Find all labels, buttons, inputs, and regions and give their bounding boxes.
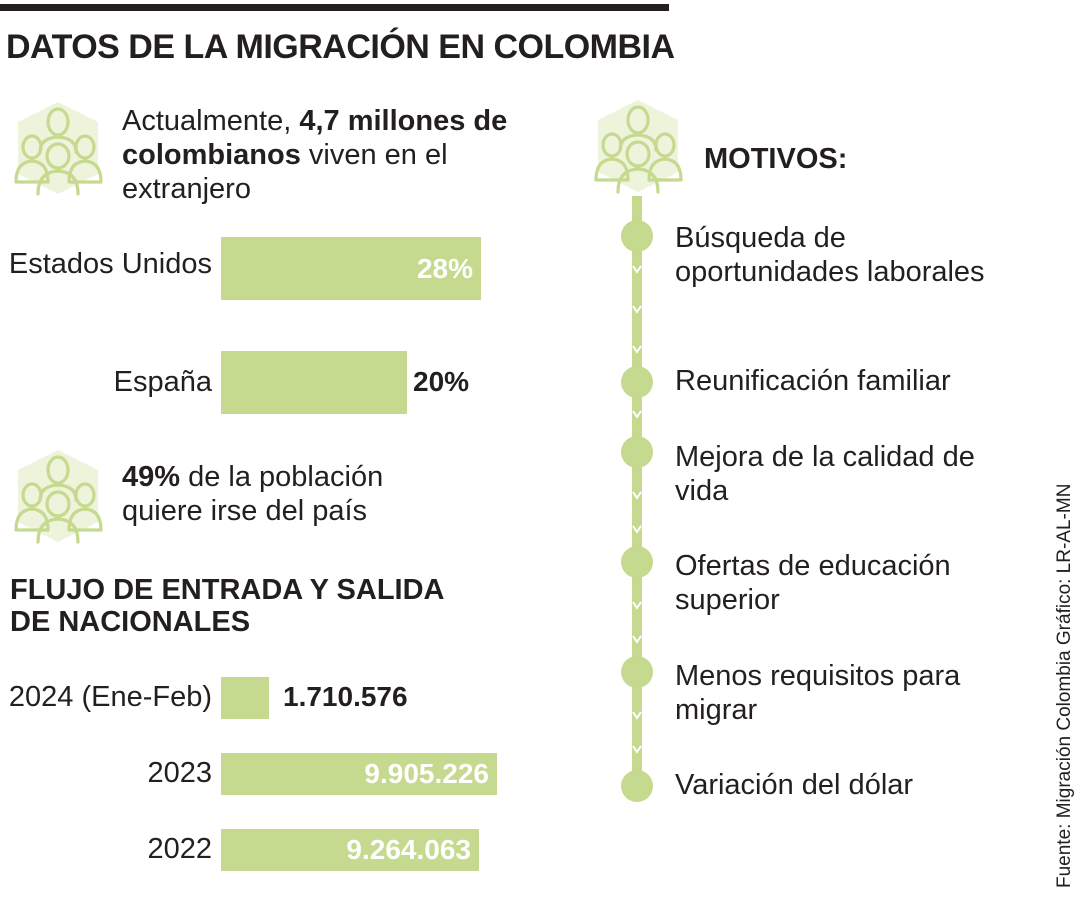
people-icon: [14, 102, 103, 196]
motivo-item-3: Ofertas de educación superior: [675, 550, 951, 616]
stat-living-abroad: Actualmente, 4,7 millones de colombianos…: [122, 105, 508, 205]
motivos-timeline: [621, 196, 653, 802]
motivo-item-0: Búsqueda de oportunidades laborales: [675, 222, 985, 288]
timeline-dot: [621, 770, 653, 802]
people-icon: [594, 100, 683, 194]
timeline-dot: [621, 366, 653, 398]
country-value-0: 28%: [416, 253, 473, 284]
stat-want-leave: 49% de la población quiere irse del país: [122, 461, 384, 527]
country-label-0: Estados Unidos: [8, 248, 212, 280]
flow-label-1: 2023: [147, 757, 212, 789]
flow-value-1: 9.905.226: [364, 758, 489, 789]
country-label-1: España: [113, 366, 212, 398]
flow-bar-2: 9.264.063: [221, 829, 479, 871]
country-bar-1: [221, 351, 407, 414]
timeline-dot: [621, 656, 653, 688]
motivo-item-2: Mejora de la calidad de vida: [675, 441, 975, 507]
page-title: DATOS DE LA MIGRACIÓN EN COLOMBIA: [6, 28, 675, 66]
flow-value-2: 9.264.063: [346, 834, 471, 865]
flow-label-2: 2022: [147, 833, 212, 865]
motivo-item-1: Reunificación familiar: [675, 365, 951, 397]
flow-bar-0: [221, 677, 269, 719]
timeline-line: [632, 196, 642, 788]
country-value-1: 20%: [413, 366, 470, 397]
timeline-dot: [621, 220, 653, 252]
flow-chart-title: FLUJO DE ENTRADA Y SALIDA DE NACIONALES: [10, 574, 444, 638]
source-credit: Fuente: Migración Colombia Gráfico: LR-A…: [1054, 483, 1075, 888]
flow-label-0: 2024 (Ene-Feb): [8, 681, 212, 713]
country-bar-0: 28%: [221, 237, 481, 300]
motivo-item-4: Menos requisitos para migrar: [675, 660, 961, 726]
timeline-dot: [621, 546, 653, 578]
timeline-dot: [621, 436, 653, 468]
motivos-title: MOTIVOS:: [704, 143, 848, 175]
top-rule: [0, 4, 669, 11]
people-icon: [14, 450, 103, 544]
flow-value-0: 1.710.576: [283, 681, 408, 712]
motivo-item-5: Variación del dólar: [675, 769, 914, 801]
flow-bar-1: 9.905.226: [221, 753, 497, 795]
